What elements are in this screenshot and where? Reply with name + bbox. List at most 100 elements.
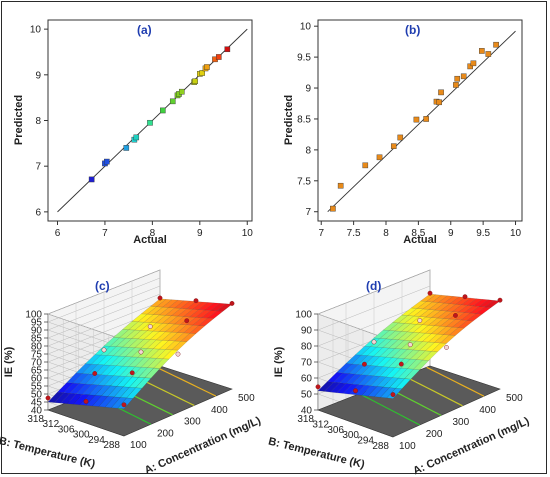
design-point-2 xyxy=(45,395,51,401)
data-point-b xyxy=(397,134,404,141)
z-tick-label-2: 85 xyxy=(31,334,43,345)
data-point-b xyxy=(479,48,485,54)
surface-patch-2 xyxy=(198,302,215,311)
design-point-3 xyxy=(407,342,413,348)
x-tick-label-b: 9.5 xyxy=(476,228,490,239)
temperature-tick-label-2: 300 xyxy=(73,430,90,441)
z-tick-label-3: 80 xyxy=(301,342,313,353)
marks-a xyxy=(57,28,248,213)
data-point-a xyxy=(224,46,231,53)
temperature-tick-label-3: 312 xyxy=(312,419,329,430)
panel-d: 40 50 60 70 80 90 100 IE (%) 100 200 300 400 500 A: C… xyxy=(267,269,532,477)
z-tick-label-2: 100 xyxy=(25,310,42,321)
concentration-tick-label-2: 100 xyxy=(130,440,147,451)
z-tick-label-2: 60 xyxy=(31,374,43,385)
temperature-tick-label-2: 318 xyxy=(27,414,44,425)
temperature-tick-label-2: 306 xyxy=(58,424,75,435)
data-point-b xyxy=(436,99,442,106)
data-point-a xyxy=(199,70,205,76)
temperature-tick-label-3: 300 xyxy=(342,430,359,441)
temperature-tick-label-3: 288 xyxy=(372,441,389,452)
x-axis-label-b: Actual xyxy=(403,234,437,246)
design-point-3 xyxy=(398,361,404,367)
z-tick-label-2: 65 xyxy=(31,366,43,377)
surface-patch-3 xyxy=(484,300,501,308)
data-point-a xyxy=(160,107,166,114)
z-axis-label-2: IE (%) xyxy=(3,346,15,377)
panel-label-b: (b) xyxy=(405,23,420,37)
panel-a: (a) Actual Predicted 6 7 8 9 10 6 7 8 9 10 xyxy=(13,19,253,246)
design-point-3 xyxy=(315,384,321,390)
panel-label-2: (c) xyxy=(95,279,110,293)
marks-b xyxy=(327,30,516,213)
z-tick-label-3: 40 xyxy=(301,406,313,417)
contour-line-3 xyxy=(403,375,463,407)
temperature-tick-label-3: 294 xyxy=(357,436,374,447)
x-tick-label-b: 8 xyxy=(383,228,389,239)
y-tick-label-b: 7.5 xyxy=(297,176,311,187)
design-point-3 xyxy=(497,297,503,303)
data-point-b xyxy=(376,154,383,161)
design-point-2 xyxy=(193,298,199,304)
data-point-a xyxy=(88,176,95,183)
x-tick-label-a: 9 xyxy=(197,228,203,239)
contour-line-2 xyxy=(156,366,217,397)
z-tick-label-2: 75 xyxy=(31,350,43,361)
plot-frame-b xyxy=(317,19,523,222)
data-point-b xyxy=(467,63,473,70)
y-tick-label-a: 7 xyxy=(35,162,41,173)
y-tick-label-a: 9 xyxy=(35,70,41,81)
data-point-a xyxy=(178,88,185,95)
data-point-b xyxy=(454,75,461,82)
x-tick-label-b: 8.5 xyxy=(411,228,425,239)
data-point-b xyxy=(460,73,467,80)
surface-patch-3 xyxy=(467,298,483,306)
concentration-tick-label-3: 200 xyxy=(426,429,443,440)
z-tick-label-2: 70 xyxy=(31,358,43,369)
temperature-tick-label-3: 306 xyxy=(327,425,344,436)
design-point-2 xyxy=(83,398,89,404)
z-tick-label-3: 70 xyxy=(301,358,313,369)
data-point-a xyxy=(204,64,210,70)
surface-patch-2 xyxy=(216,303,233,312)
data-point-a xyxy=(123,145,130,151)
ticks-a: 6 7 8 9 10 6 7 8 9 10 xyxy=(30,25,253,239)
x-tick-label-b: 9 xyxy=(448,228,454,239)
y-tick-label-b: 10 xyxy=(300,22,312,33)
design-point-3 xyxy=(353,388,358,394)
concentration-axis-label-2: A: Concentration (mg/L) xyxy=(143,415,263,477)
panel-label-a: (a) xyxy=(137,23,152,37)
ticks-b: 7 7.5 8 8.5 9 9.5 10 7 7.5 8 8.5 9 9.5 10 xyxy=(297,22,521,239)
data-point-b xyxy=(413,116,420,123)
data-point-b xyxy=(337,182,344,189)
surface-patch-2 xyxy=(192,301,209,310)
x-axis-label-a: Actual xyxy=(133,234,167,246)
y-tick-label-b: 9.5 xyxy=(297,53,311,64)
surface-patch-2 xyxy=(204,302,221,311)
x-tick-label-a: 10 xyxy=(242,228,254,239)
temperature-tick-label-3: 318 xyxy=(297,414,314,425)
z-tick-label-3: 50 xyxy=(301,390,313,401)
design-point-2 xyxy=(129,370,135,376)
design-point-2 xyxy=(175,351,181,357)
surface-patch-3 xyxy=(443,296,460,304)
contour-floor-3 xyxy=(317,365,501,438)
design-point-3 xyxy=(444,344,449,350)
data-point-a xyxy=(215,54,222,60)
data-point-b xyxy=(470,60,477,67)
x-tick-label-b: 7 xyxy=(318,228,324,239)
x-tick-label-b: 7.5 xyxy=(347,228,361,239)
z-tick-label-3: 60 xyxy=(301,374,313,385)
surface-patch-2 xyxy=(174,300,191,309)
data-point-b xyxy=(485,51,492,57)
design-point-3 xyxy=(417,318,423,323)
design-point-2 xyxy=(184,318,190,324)
concentration-tick-label-3: 100 xyxy=(399,441,416,452)
temperature-tick-label-2: 312 xyxy=(43,419,60,430)
y-tick-label-b: 8 xyxy=(305,145,311,156)
design-point-3 xyxy=(371,339,377,345)
surface-patch-3 xyxy=(431,295,448,303)
design-point-3 xyxy=(462,294,468,300)
